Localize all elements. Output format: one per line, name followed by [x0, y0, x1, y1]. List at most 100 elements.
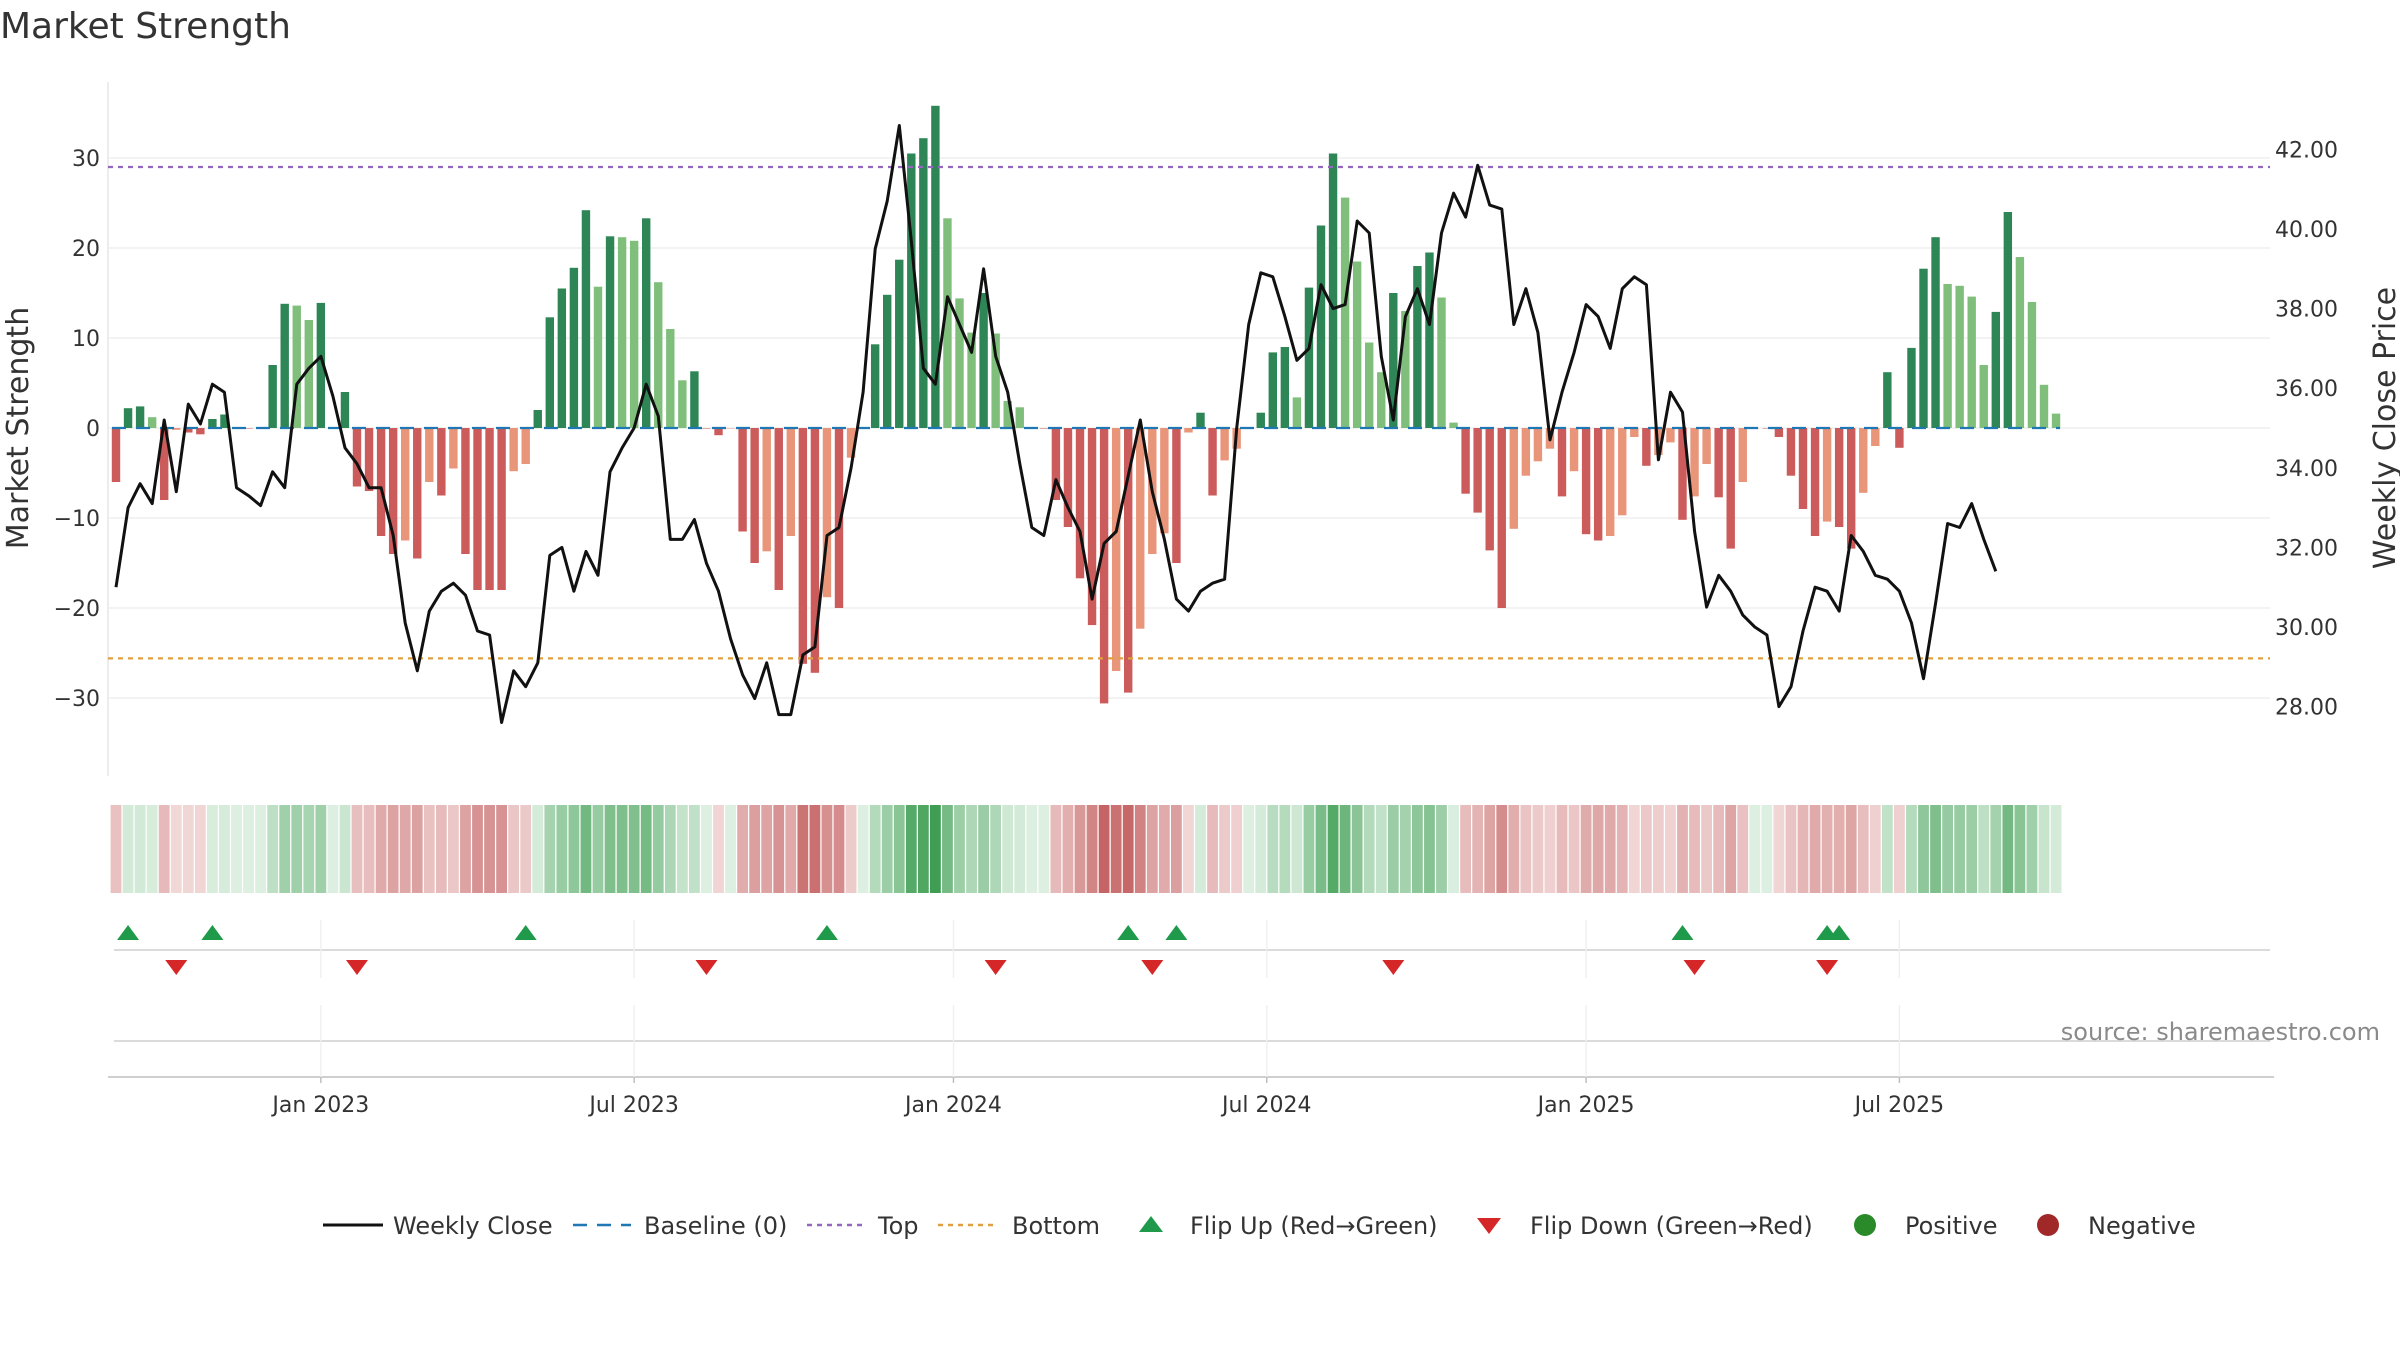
- heat-cell: [1821, 805, 1833, 893]
- strength-bar: [762, 428, 771, 552]
- strength-bar: [1642, 428, 1651, 466]
- heat-cell: [1689, 805, 1700, 893]
- y2-tick-label: 40.00: [2275, 218, 2338, 243]
- legend-flip-up-swatch: [1139, 1216, 1163, 1232]
- heat-cell: [532, 805, 544, 893]
- strength-bar: [473, 428, 482, 590]
- heat-cell: [520, 805, 532, 893]
- strength-bar: [1063, 428, 1073, 527]
- strength-bar: [1967, 296, 1976, 428]
- strength-bar: [1606, 428, 1615, 536]
- strength-bar: [870, 344, 880, 428]
- heat-cell: [1484, 805, 1496, 893]
- strength-bar: [461, 428, 470, 554]
- strength-bar: [1847, 428, 1856, 549]
- strength-bar: [1943, 284, 1952, 428]
- heat-cell: [1122, 805, 1134, 893]
- heat-cell: [243, 805, 254, 893]
- weekly-close-line: [114, 124, 1998, 724]
- heat-cell: [1773, 805, 1785, 893]
- heat-cell: [676, 805, 688, 893]
- strength-bar: [798, 428, 808, 664]
- strength-bar: [304, 320, 313, 428]
- legend-flip-down-swatch: [1477, 1218, 1501, 1234]
- heat-cell: [291, 805, 303, 893]
- heat-cell: [508, 805, 520, 893]
- heat-cell: [2026, 805, 2038, 893]
- heat-cell: [122, 805, 134, 893]
- strength-bar: [292, 305, 301, 428]
- flip-up-marker: [1671, 925, 1694, 940]
- legend-label: Bottom: [1012, 1212, 1100, 1240]
- strength-bar: [750, 428, 759, 563]
- heat-cell: [1267, 805, 1279, 893]
- strength-bar: [907, 153, 916, 428]
- reference-lines: [108, 165, 2270, 660]
- heat-cell: [1797, 805, 1809, 893]
- legend-label: Positive: [1905, 1212, 1998, 1240]
- heat-cell: [219, 805, 230, 893]
- heat-cell: [1412, 805, 1423, 893]
- heat-cell: [1918, 805, 1929, 893]
- strength-bar: [1521, 428, 1531, 476]
- heat-cell: [1375, 805, 1387, 893]
- strength-bar: [1991, 311, 2000, 428]
- strength-bar: [1124, 428, 1133, 693]
- heat-cell: [640, 805, 652, 893]
- flip-up-marker: [117, 925, 140, 940]
- heat-cell: [1749, 805, 1761, 893]
- strength-bar: [1437, 297, 1446, 428]
- heat-cell: [1942, 805, 1953, 893]
- heat-cell: [460, 805, 471, 893]
- heat-cell: [1761, 805, 1773, 893]
- strength-bar: [1810, 428, 1820, 536]
- heat-cell: [387, 805, 399, 893]
- strength-bar: [943, 218, 952, 428]
- x-tick-label: Jan 2023: [270, 1093, 369, 1118]
- heat-cell: [194, 805, 206, 893]
- heat-cell: [1207, 805, 1218, 893]
- heat-cell: [978, 805, 989, 893]
- heat-cell: [1399, 805, 1411, 893]
- strength-bar: [979, 293, 988, 428]
- heat-cell: [797, 805, 809, 893]
- strength-bars: [111, 105, 2061, 704]
- strength-bar: [714, 428, 723, 436]
- strength-bar: [1136, 428, 1145, 629]
- strength-bar: [1822, 428, 1832, 522]
- chart-title: Market Strength: [0, 6, 291, 47]
- heat-cell: [1026, 805, 1038, 893]
- strength-bar: [895, 259, 904, 428]
- strength-bar: [376, 428, 386, 536]
- source-label: source: sharemaestro.com: [2061, 1018, 2380, 1046]
- strength-bar: [521, 428, 530, 464]
- heat-cell: [1014, 805, 1026, 893]
- heat-cell: [146, 805, 158, 893]
- heat-cell: [942, 805, 953, 893]
- heat-cell: [821, 805, 833, 893]
- strength-bar: [147, 417, 157, 428]
- heat-cell: [1737, 805, 1749, 893]
- strength-bar: [1015, 407, 1024, 428]
- heat-cell: [1291, 805, 1303, 893]
- strength-bar: [738, 428, 747, 532]
- heat-cell: [435, 805, 447, 893]
- y2-tick-label: 36.00: [2275, 377, 2338, 402]
- strength-bar: [786, 428, 795, 536]
- heat-cell: [496, 805, 507, 893]
- strength-bar: [1268, 352, 1277, 428]
- strength-bar: [1160, 428, 1169, 534]
- y-tick-label: 0: [86, 417, 100, 442]
- heat-cell: [363, 805, 375, 893]
- strength-bar: [1979, 365, 1988, 428]
- strength-bar: [919, 138, 928, 428]
- strength-bar: [135, 406, 145, 428]
- heat-cell: [1604, 805, 1616, 893]
- legend-label: Top: [877, 1212, 919, 1240]
- strength-bar: [642, 218, 651, 428]
- heat-cell: [1002, 805, 1014, 893]
- heat-cell: [1110, 805, 1122, 893]
- flip-down-marker: [165, 960, 188, 975]
